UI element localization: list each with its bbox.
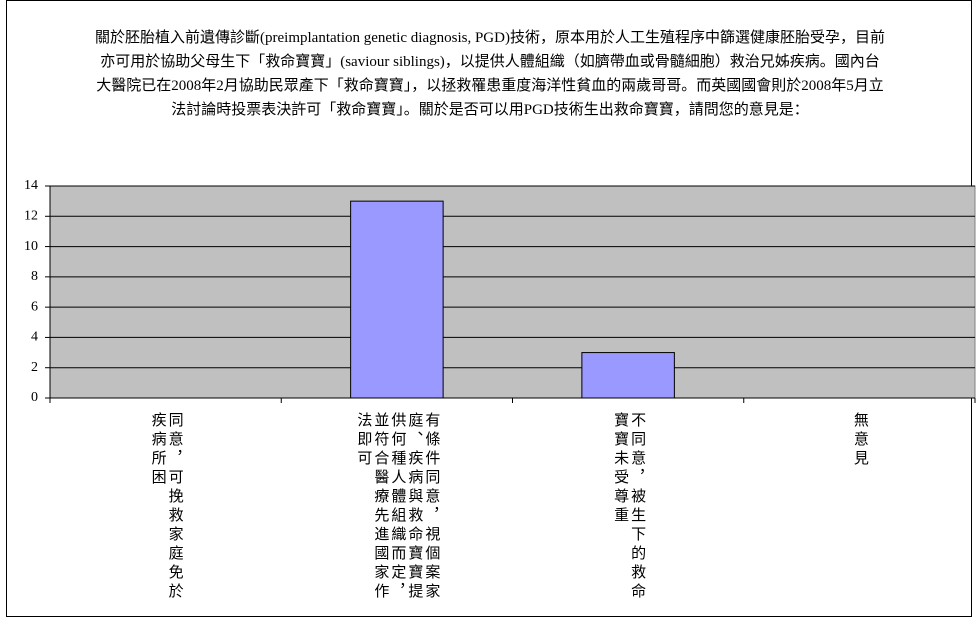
y-tick-label: 14 (24, 178, 38, 193)
y-tick-label: 4 (31, 330, 38, 345)
plot-area (49, 185, 976, 399)
y-tick-label: 8 (31, 269, 38, 284)
y-tick-label: 6 (31, 299, 38, 314)
y-tick-label: 2 (31, 360, 38, 375)
bar (350, 200, 444, 399)
y-tick-label: 0 (31, 390, 38, 405)
chart-title: 關於胚胎植入前遺傳診斷(preimplantation genetic diag… (95, 30, 885, 118)
y-tick-label: 10 (24, 239, 38, 254)
y-tick-label: 12 (24, 209, 38, 224)
x-tick-label: 不同意，被生下的救命寶寶未受尊重 (612, 412, 646, 602)
x-tick-label: 同意，可挽救家庭免於疾病所困 (149, 412, 183, 602)
x-tick-label: 無意見 (851, 412, 868, 469)
x-tick-label: 有條件同意，視個案家庭、疾病與救命寶寶提供何種人體組織而定，並符合醫療先進國家作… (355, 412, 440, 602)
bar (581, 352, 675, 399)
